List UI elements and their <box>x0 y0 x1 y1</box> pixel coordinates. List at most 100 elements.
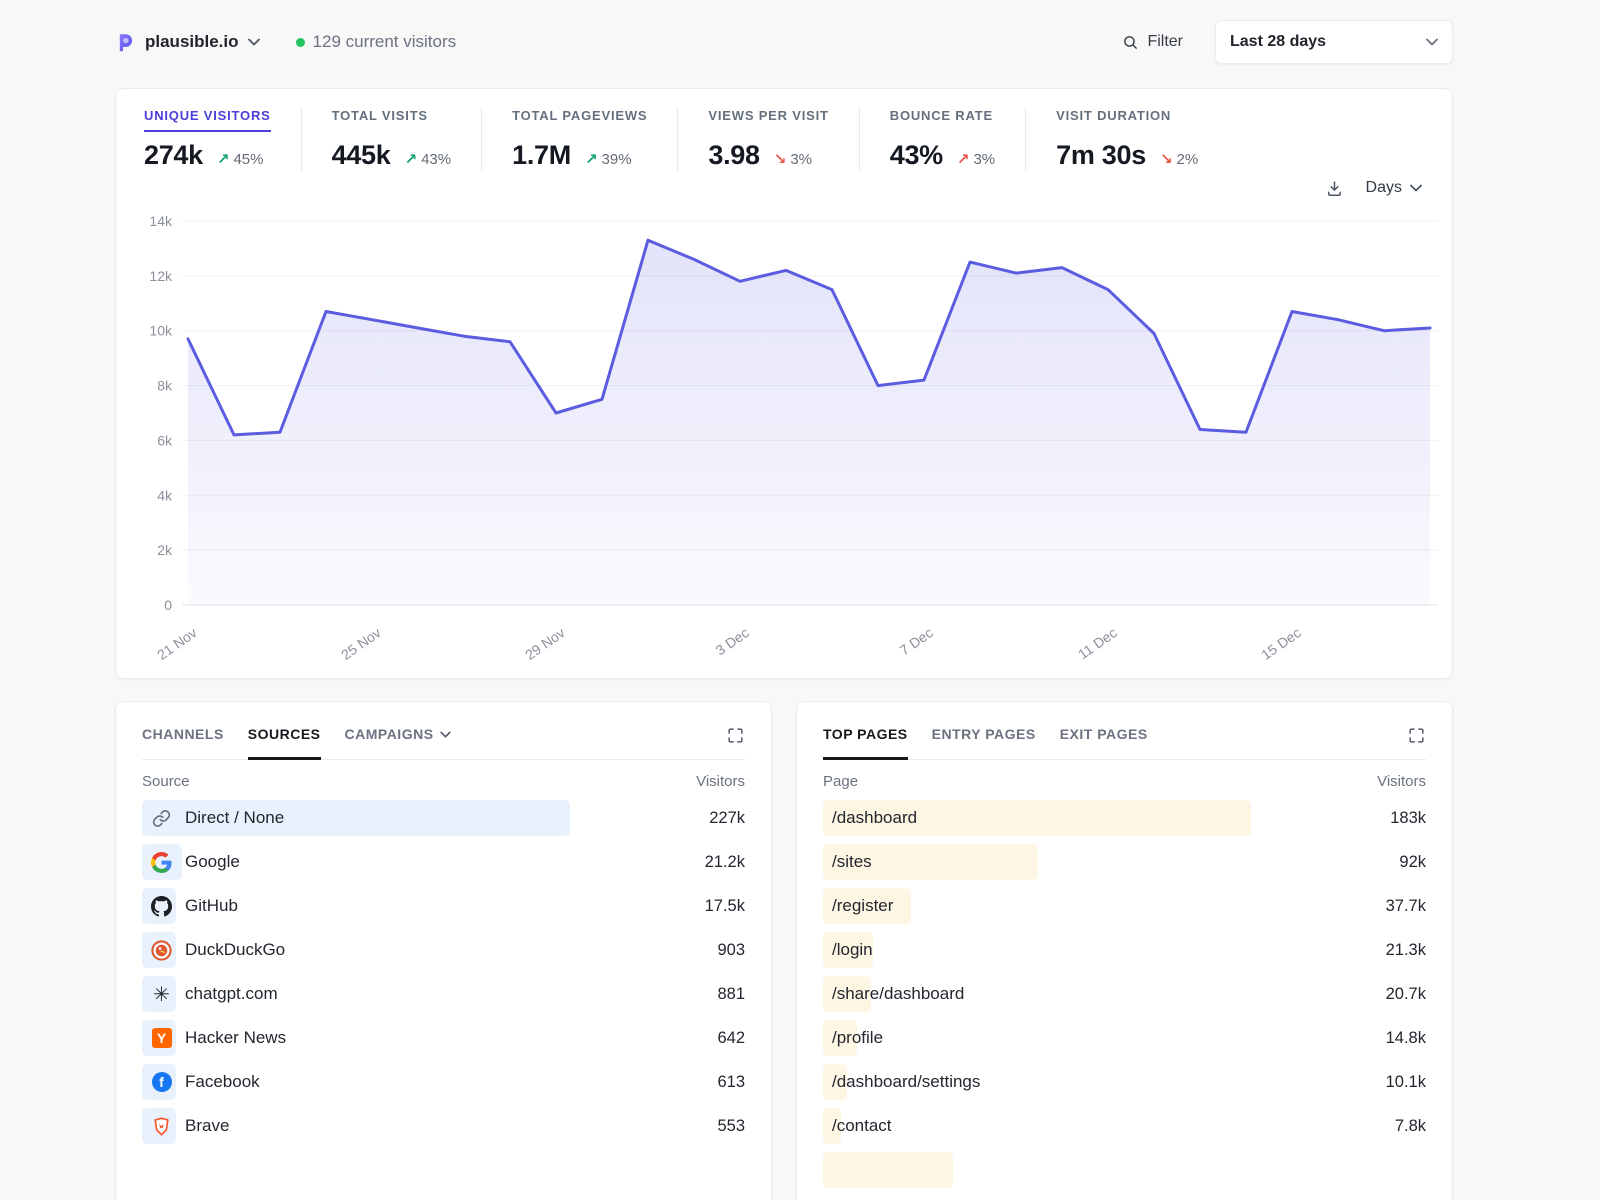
stat-change: ↗39% <box>585 150 632 168</box>
source-row-duckduckgo[interactable]: DuckDuckGo 903 <box>142 932 745 968</box>
page-row-register[interactable]: /register 37.7k <box>823 888 1426 924</box>
row-label: /register <box>832 896 893 916</box>
sources-col-header: Source <box>142 773 190 790</box>
svg-text:10k: 10k <box>149 323 173 339</box>
source-row-chatgpt-com[interactable]: ✳chatgpt.com881 <box>142 976 745 1012</box>
filter-button[interactable]: Filter <box>1122 33 1183 51</box>
stat-change: ↗45% <box>217 150 264 168</box>
pages-card: TOP PAGESENTRY PAGESEXIT PAGES Page Visi… <box>796 701 1453 1200</box>
svg-text:25 Nov: 25 Nov <box>338 624 384 663</box>
stat-total-pageviews[interactable]: TOTAL PAGEVIEWS1.7M↗39% <box>482 107 678 171</box>
row-value: 21.3k <box>1386 941 1426 960</box>
row-value: 183k <box>1390 809 1426 828</box>
stat-value: 3.98 <box>708 140 759 171</box>
svg-text:21 Nov: 21 Nov <box>154 624 200 663</box>
page-row-sites[interactable]: /sites92k <box>823 844 1426 880</box>
page-row-login[interactable]: /login21.3k <box>823 932 1426 968</box>
row-label: Hacker News <box>185 1028 286 1048</box>
svg-text:12k: 12k <box>149 268 173 284</box>
page-row-contact[interactable]: /contact7.8k <box>823 1108 1426 1144</box>
stat-visit-duration[interactable]: VISIT DURATION7m 30s↘2% <box>1026 107 1228 171</box>
source-row-google[interactable]: Google21.2k <box>142 844 745 880</box>
source-row-direct-none[interactable]: Direct / None227k <box>142 800 745 836</box>
trend-arrow-icon: ↗ <box>585 150 598 168</box>
row-value: 903 <box>717 941 745 960</box>
source-row-brave[interactable]: Brave553 <box>142 1108 745 1144</box>
row-value: 7.8k <box>1395 1117 1426 1136</box>
row-value: 21.2k <box>705 853 745 872</box>
current-visitors-label: 129 current visitors <box>313 32 457 52</box>
svg-text:11 Dec: 11 Dec <box>1075 624 1120 662</box>
site-switcher[interactable]: plausible.io <box>115 32 260 53</box>
row-value: 613 <box>717 1073 745 1092</box>
sources-expand-button[interactable] <box>726 726 745 750</box>
tab-sources[interactable]: SOURCES <box>248 726 321 760</box>
svg-text:29 Nov: 29 Nov <box>522 624 568 663</box>
tab-channels[interactable]: CHANNELS <box>142 726 224 757</box>
row-label: /dashboard <box>832 808 917 828</box>
pages-expand-button[interactable] <box>1407 726 1426 750</box>
pages-tabs: TOP PAGES ENTRY PAGES EXIT PAGES <box>823 726 1426 760</box>
tab-entry-pages[interactable]: ENTRY PAGES <box>932 726 1036 757</box>
stat-unique-visitors[interactable]: UNIQUE VISITORS274k↗45% <box>144 107 302 171</box>
source-row-github[interactable]: GitHub17.5k <box>142 888 745 924</box>
source-row-hacker-news[interactable]: Y Hacker News 642 <box>142 1020 745 1056</box>
expand-icon <box>1407 726 1426 745</box>
stat-label: VISIT DURATION <box>1056 108 1171 132</box>
row-value: 14.8k <box>1386 1029 1426 1048</box>
stat-total-visits[interactable]: TOTAL VISITS445k↗43% <box>302 107 482 171</box>
svg-text:15 Dec: 15 Dec <box>1258 624 1304 663</box>
stat-bounce-rate[interactable]: BOUNCE RATE43%↗3% <box>860 107 1026 171</box>
stat-change: ↗3% <box>957 150 995 168</box>
page-row-dashboard-settings[interactable]: /dashboard/settings10.1k <box>823 1064 1426 1100</box>
filter-label: Filter <box>1147 33 1183 51</box>
stat-value: 43% <box>890 140 943 171</box>
stat-label: UNIQUE VISITORS <box>144 108 271 132</box>
page-row-share-dashboard[interactable]: /share/dashboard20.7k <box>823 976 1426 1012</box>
source-row-facebook[interactable]: fFacebook613 <box>142 1064 745 1100</box>
pages-col-header: Page <box>823 773 858 790</box>
row-value: 37.7k <box>1386 897 1426 916</box>
date-range-value: Last 28 days <box>1230 33 1326 51</box>
stat-value: 7m 30s <box>1056 140 1146 171</box>
row-value: 20.7k <box>1386 985 1426 1004</box>
trend-arrow-icon: ↗ <box>405 150 418 168</box>
current-visitors[interactable]: 129 current visitors <box>296 32 457 52</box>
trend-arrow-icon: ↗ <box>217 150 230 168</box>
stat-value: 445k <box>332 140 391 171</box>
hackernews-icon: Y <box>151 1028 172 1049</box>
trend-arrow-icon: ↗ <box>957 150 970 168</box>
svg-text:3 Dec: 3 Dec <box>713 624 752 658</box>
chevron-down-icon <box>440 731 451 738</box>
chevron-down-icon <box>1426 38 1438 46</box>
site-name: plausible.io <box>145 32 239 52</box>
svg-text:2k: 2k <box>157 542 173 558</box>
visitors-chart: 14k12k10k8k6k4k2k021 Nov25 Nov29 Nov3 De… <box>130 205 1444 672</box>
row-label: /profile <box>832 1028 883 1048</box>
row-value: 642 <box>717 1029 745 1048</box>
stat-label: TOTAL PAGEVIEWS <box>512 108 647 132</box>
date-range-select[interactable]: Last 28 days <box>1215 20 1453 64</box>
search-icon <box>1122 34 1139 51</box>
stat-views-per-visit[interactable]: VIEWS PER VISIT3.98↘3% <box>678 107 859 171</box>
page-row-dashboard[interactable]: /dashboard 183k <box>823 800 1426 836</box>
tab-exit-pages[interactable]: EXIT PAGES <box>1060 726 1148 757</box>
interval-select[interactable]: Days <box>1366 179 1422 197</box>
row-label: Brave <box>185 1116 229 1136</box>
google-icon <box>151 852 172 873</box>
chevron-down-icon <box>1410 184 1422 192</box>
sources-list: Direct / None227k Google21.2k GitHub17.5k D… <box>142 800 745 1144</box>
row-label: DuckDuckGo <box>185 940 285 960</box>
row-label: chatgpt.com <box>185 984 278 1004</box>
stat-change: ↘3% <box>774 150 812 168</box>
tab-top-pages[interactable]: TOP PAGES <box>823 726 908 760</box>
row-label: GitHub <box>185 896 238 916</box>
svg-text:14k: 14k <box>149 213 173 229</box>
svg-text:7 Dec: 7 Dec <box>897 624 936 658</box>
expand-icon <box>726 726 745 745</box>
download-button[interactable] <box>1325 179 1344 198</box>
tab-campaigns[interactable]: CAMPAIGNS <box>345 726 451 757</box>
stat-label: TOTAL VISITS <box>332 108 428 132</box>
page-row-profile[interactable]: /profile 14.8k <box>823 1020 1426 1056</box>
row-label: Direct / None <box>185 808 284 828</box>
